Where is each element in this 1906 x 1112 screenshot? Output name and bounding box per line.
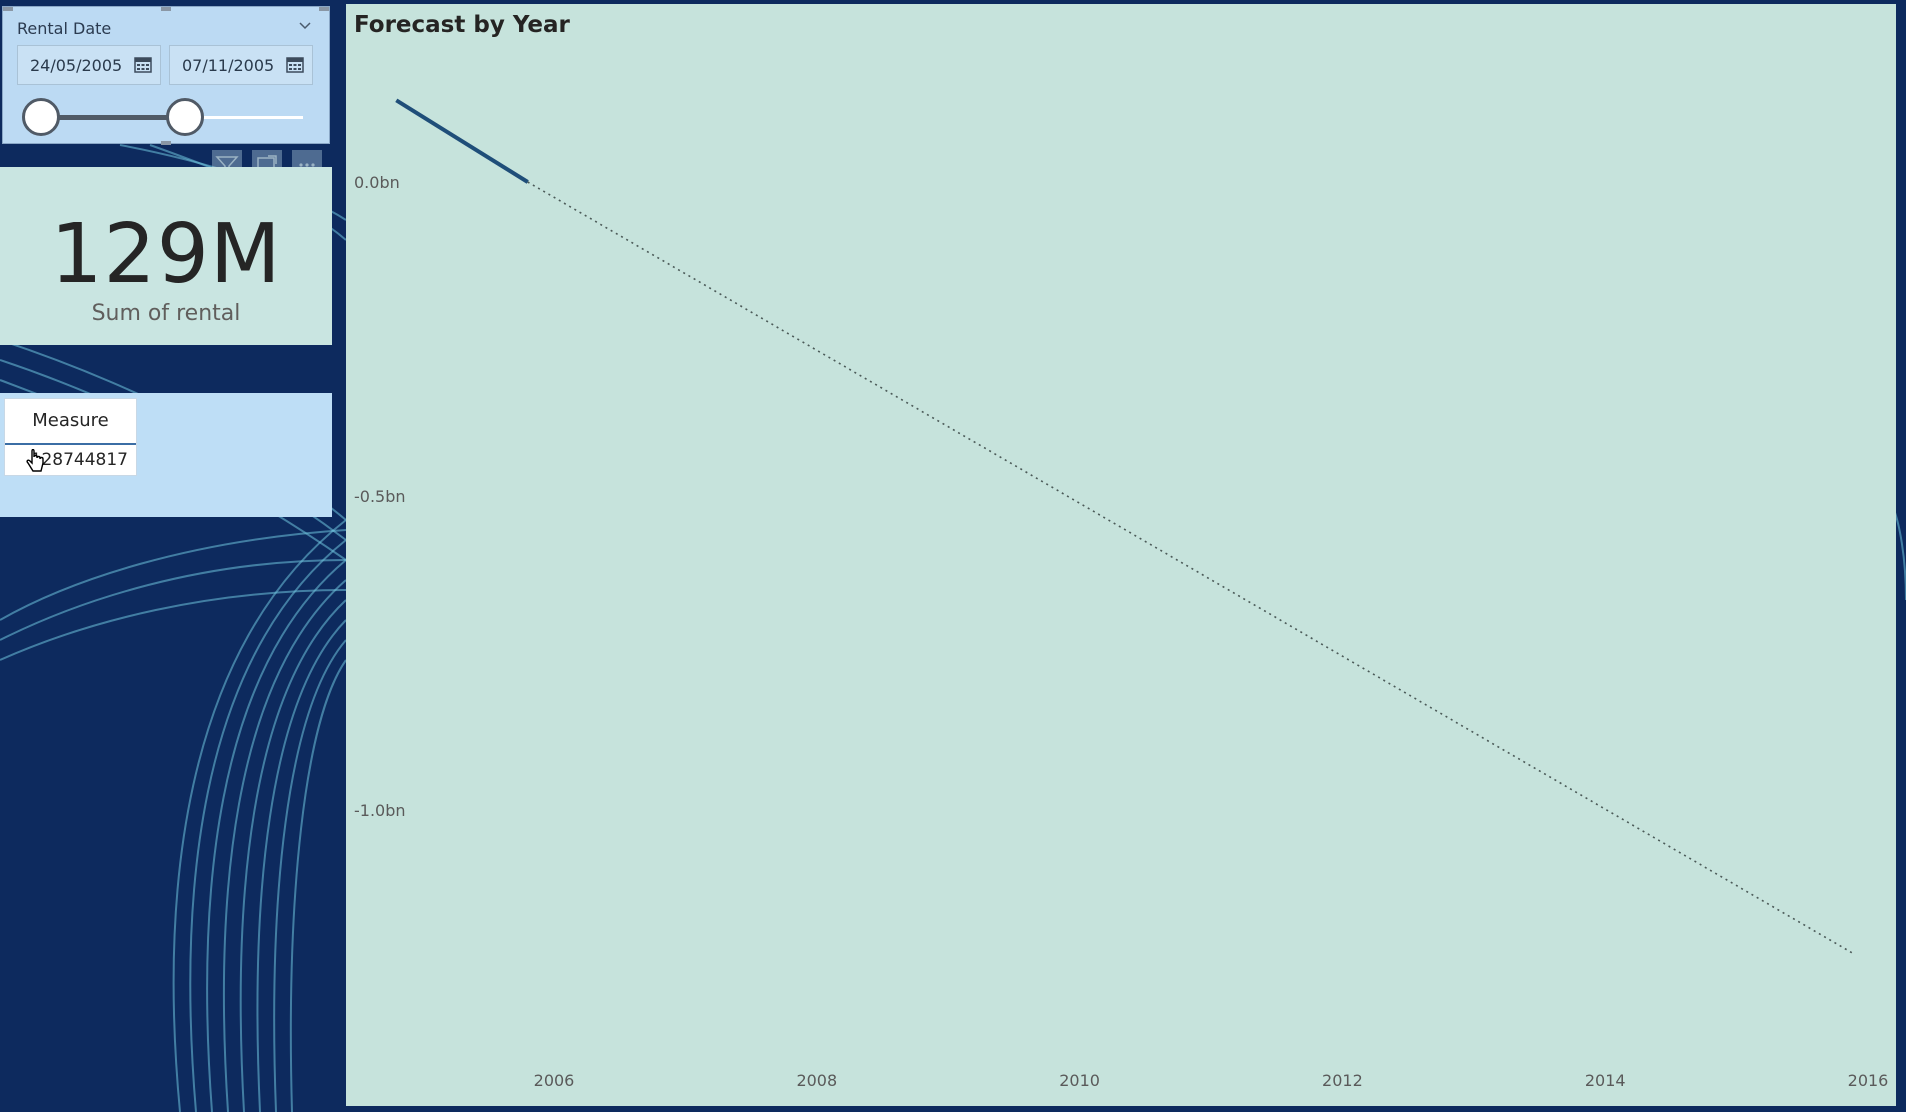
x-tick-label: 2008 — [796, 1071, 837, 1090]
kpi-card[interactable]: 129M Sum of rental — [0, 167, 332, 345]
range-start-thumb[interactable] — [22, 98, 60, 136]
resize-handle[interactable] — [3, 7, 13, 11]
chart-top-border — [346, 2, 1906, 5]
x-tick-label: 2016 — [1848, 1071, 1889, 1090]
y-tick-label: -1.0bn — [354, 801, 406, 820]
table-cell[interactable]: 128744817 — [5, 445, 136, 475]
forecast-line-chart[interactable]: 0.0bn -0.5bn -1.0bn 2006 2008 2010 2012 2014 201… — [346, 4, 1896, 1106]
hand-cursor-icon — [26, 449, 44, 472]
x-tick-label: 2006 — [534, 1071, 575, 1090]
table-header[interactable]: Measure — [5, 399, 136, 445]
resize-handle[interactable] — [161, 7, 171, 11]
calendar-icon[interactable] — [286, 56, 304, 74]
actual-series-line[interactable] — [395, 98, 529, 184]
end-date-field[interactable]: 07/11/2005 — [169, 45, 313, 85]
resize-handle[interactable] — [319, 7, 329, 11]
calendar-icon[interactable] — [134, 56, 152, 74]
chart-title: Forecast by Year — [354, 12, 570, 38]
card-label: Sum of rental — [91, 301, 241, 326]
chevron-down-icon[interactable] — [299, 21, 311, 31]
start-date-field[interactable]: 24/05/2005 — [17, 45, 161, 85]
x-tick-label: 2010 — [1059, 1071, 1100, 1090]
slicer-title: Rental Date — [17, 19, 112, 38]
forecast-chart[interactable]: Forecast by Year 0.0bn -0.5bn -1.0bn 2006 20… — [346, 4, 1896, 1106]
date-range-fill — [41, 115, 186, 120]
end-date-text: 07/11/2005 — [182, 56, 275, 75]
x-tick-label: 2012 — [1322, 1071, 1363, 1090]
forecast-series-line[interactable] — [527, 181, 1856, 956]
resize-handle[interactable] — [161, 141, 171, 145]
card-value: 129M — [50, 207, 282, 302]
range-end-thumb[interactable] — [166, 98, 205, 136]
start-date-text: 24/05/2005 — [30, 56, 123, 75]
y-tick-label: 0.0bn — [354, 173, 400, 192]
rental-date-slicer[interactable]: Rental Date 24/05/2005 07/11/2005 — [2, 6, 330, 145]
measure-table-visual[interactable]: Measure 128744817 — [0, 393, 332, 517]
y-tick-label: -0.5bn — [354, 487, 406, 506]
table-cell-value: 128744817 — [30, 450, 128, 470]
measure-table[interactable]: Measure 128744817 — [4, 398, 137, 476]
x-tick-label: 2014 — [1585, 1071, 1626, 1090]
